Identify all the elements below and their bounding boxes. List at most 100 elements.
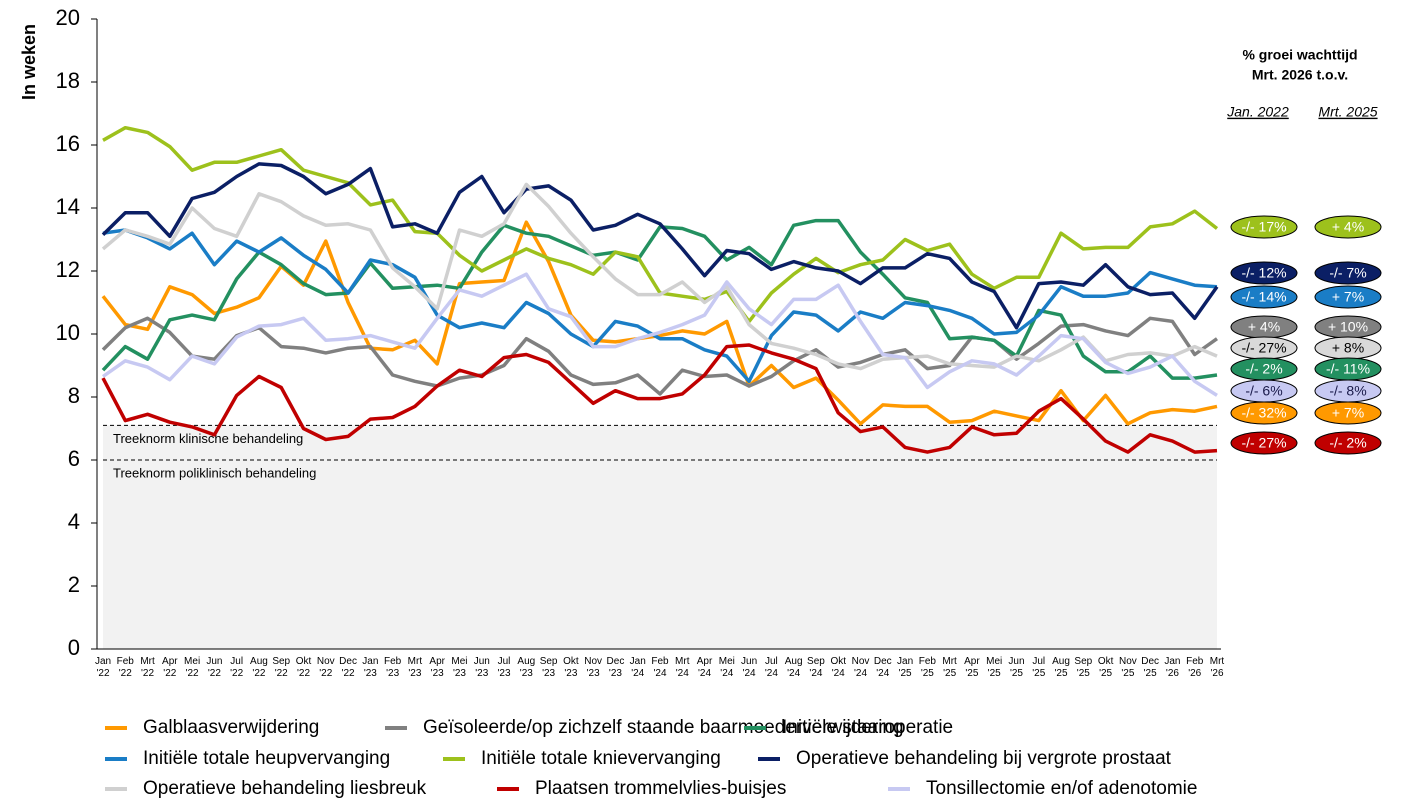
x-tick-label: Apr '24 <box>696 656 713 679</box>
legend-label: Initiële totale knievervanging <box>481 748 721 769</box>
x-tick-label: Nov '25 <box>1118 656 1137 679</box>
legend-swatch <box>888 786 910 791</box>
x-tick-label: Apr '23 <box>429 656 445 679</box>
x-tick-label: Feb '26 <box>1186 656 1204 679</box>
series-line <box>101 182 1218 371</box>
growth-label: + 7% <box>1332 289 1364 305</box>
y-tick-label: 10 <box>56 320 80 345</box>
series-line <box>101 218 1218 380</box>
x-tick-label: Jan '23 <box>362 656 379 679</box>
legend-item: Operatieve behandeling bij vergrote pros… <box>758 748 1171 770</box>
panel-column: Mrt. 2025 <box>1318 104 1377 120</box>
legend-swatch <box>105 725 127 730</box>
growth-badge <box>1314 215 1382 239</box>
growth-label: + 10% <box>1328 319 1368 335</box>
x-tick-label: Sep '24 <box>807 656 825 679</box>
x-tick-label: Sep '22 <box>272 656 291 679</box>
x-tick-label: Jul '25 <box>1032 656 1046 679</box>
legend-swatch <box>105 786 127 791</box>
x-tick-label: Nov '24 <box>851 656 870 679</box>
growth-badge <box>1314 401 1382 425</box>
series-line <box>102 228 1218 384</box>
x-tick-label: Feb '23 <box>384 656 402 679</box>
x-tick-label: Mei '24 <box>718 656 735 679</box>
y-tick-label: 6 <box>68 446 80 471</box>
growth-label: -/- 12% <box>1241 265 1286 281</box>
legend-swatch <box>744 725 766 730</box>
growth-badge <box>1314 431 1382 455</box>
x-tick-label: Jan '25 <box>897 656 914 679</box>
x-tick-label: Dec '22 <box>339 656 357 679</box>
x-tick-label: Apr '22 <box>162 656 178 679</box>
series-line <box>101 272 1218 397</box>
x-tick-label: Feb '25 <box>918 656 936 679</box>
x-tick-label: Jul '24 <box>764 656 778 679</box>
x-tick-label: Jul '22 <box>230 656 244 679</box>
growth-label: -/- 32% <box>1241 405 1286 421</box>
x-tick-label: Jun '25 <box>1008 656 1025 679</box>
x-tick-label: Aug '22 <box>250 656 268 679</box>
x-tick-label: Dec '23 <box>606 656 625 679</box>
growth-label: + 7% <box>1332 405 1364 421</box>
legend-label: Initiële staaroperatie <box>782 717 954 738</box>
series-line <box>101 316 1219 396</box>
x-tick-label: Okt '23 <box>563 656 579 679</box>
growth-label: -/- 27% <box>1241 435 1286 451</box>
y-axis-title: In weken <box>19 24 39 100</box>
legend-label: Operatieve behandeling liesbreuk <box>143 778 427 799</box>
x-tick-label: Apr '25 <box>964 656 980 679</box>
growth-label: -/- 11% <box>1326 361 1370 377</box>
legend-item: Plaatsen trommelvlies-buisjes <box>497 778 786 800</box>
x-tick-label: Jan '22 <box>94 656 112 679</box>
x-tick-label: Feb '22 <box>116 656 134 679</box>
growth-badge <box>1230 215 1298 239</box>
legend-item: Initiële staaroperatie <box>744 717 953 739</box>
reference-label: Treeknorm klinische behandeling <box>113 431 303 446</box>
y-tick-label: 4 <box>68 509 80 534</box>
x-tick-label: Mrt '23 <box>407 656 423 679</box>
x-tick-label: Aug '24 <box>784 656 803 679</box>
x-tick-label: Okt '24 <box>830 656 847 679</box>
growth-badge <box>1314 261 1382 285</box>
x-tick-label: Nov '23 <box>584 656 603 679</box>
x-tick-label: Aug '23 <box>517 656 536 679</box>
y-tick-label: 20 <box>56 5 80 30</box>
legend-swatch <box>385 725 407 730</box>
growth-label: -/- 27% <box>1241 340 1286 356</box>
x-tick-label: Aug '25 <box>1052 656 1070 679</box>
y-tick-label: 14 <box>56 194 80 219</box>
legend-swatch <box>497 786 519 791</box>
x-tick-label: Mei '22 <box>184 656 201 679</box>
y-tick-label: 0 <box>68 635 80 660</box>
growth-label: -/- 14% <box>1241 289 1286 305</box>
y-tick-label: 12 <box>56 257 80 282</box>
y-tick-label: 2 <box>68 572 80 597</box>
growth-badge <box>1230 401 1298 425</box>
legend-item: Initiële totale knievervanging <box>443 748 721 770</box>
x-tick-label: Jan '26 <box>1164 656 1181 679</box>
x-tick-label: Mrt '22 <box>140 656 155 679</box>
legend-swatch <box>758 756 780 761</box>
panel-column: Jan. 2022 <box>1226 104 1289 120</box>
x-tick-label: Feb '24 <box>651 656 669 679</box>
legend-label: Initiële totale heupvervanging <box>143 748 391 769</box>
y-tick-label: 16 <box>56 131 80 156</box>
x-tick-label: Jun '23 <box>473 656 490 679</box>
growth-label: -/- 8% <box>1329 383 1366 399</box>
growth-label: + 4% <box>1332 219 1364 235</box>
y-tick-label: 8 <box>68 383 80 408</box>
growth-label: -/- 2% <box>1245 361 1282 377</box>
x-tick-label: Okt '22 <box>295 656 312 679</box>
series-line <box>101 162 1219 330</box>
legend-item: Initiële totale heupvervanging <box>105 748 390 770</box>
x-tick-label: Jul '23 <box>497 656 511 679</box>
growth-label: + 8% <box>1332 340 1364 356</box>
legend-label: Geïsoleerde/op zichzelf staande baarmoed… <box>423 717 904 738</box>
legend-item: Geïsoleerde/op zichzelf staande baarmoed… <box>385 717 904 739</box>
legend-label: Operatieve behandeling bij vergrote pros… <box>796 748 1171 769</box>
growth-label: -/- 6% <box>1245 383 1282 399</box>
legend-item: Tonsillectomie en/of adenotomie <box>888 778 1197 800</box>
x-tick-label: Mei '23 <box>451 656 468 679</box>
growth-label: + 4% <box>1248 319 1280 335</box>
